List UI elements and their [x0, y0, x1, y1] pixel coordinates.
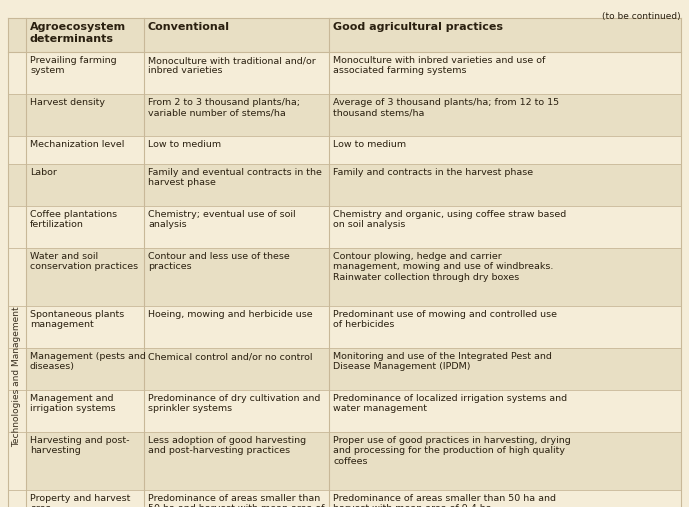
- Bar: [8, 52, 681, 94]
- Text: Predominance of dry cultivation and
sprinkler systems: Predominance of dry cultivation and spri…: [148, 394, 320, 413]
- Text: Less adoption of good harvesting
and post-harvesting practices: Less adoption of good harvesting and pos…: [148, 436, 306, 455]
- Text: Agroecosystem
determinants: Agroecosystem determinants: [30, 22, 126, 44]
- Text: Water and soil
conservation practices: Water and soil conservation practices: [30, 252, 138, 271]
- Text: Conventional: Conventional: [148, 22, 230, 32]
- Text: Coffee plantations
fertilization: Coffee plantations fertilization: [30, 210, 117, 229]
- Text: Technologies and Management: Technologies and Management: [12, 307, 21, 447]
- Bar: [8, 306, 681, 348]
- Text: Monitoring and use of the Integrated Pest and
Disease Management (IPDM): Monitoring and use of the Integrated Pes…: [333, 352, 552, 372]
- Text: Management and
irrigation systems: Management and irrigation systems: [30, 394, 116, 413]
- Text: Family and eventual contracts in the
harvest phase: Family and eventual contracts in the har…: [148, 168, 322, 188]
- Text: Proper use of good practices in harvesting, drying
and processing for the produc: Proper use of good practices in harvesti…: [333, 436, 570, 466]
- Bar: [8, 18, 681, 52]
- Text: Hoeing, mowing and herbicide use: Hoeing, mowing and herbicide use: [148, 310, 313, 319]
- Bar: [8, 432, 681, 490]
- Text: Chemical control and/or no control: Chemical control and/or no control: [148, 352, 313, 361]
- Text: Prevailing farming
system: Prevailing farming system: [30, 56, 116, 76]
- Text: Monoculture with traditional and/or
inbred varieties: Monoculture with traditional and/or inbr…: [148, 56, 316, 76]
- Text: Contour plowing, hedge and carrier
management, mowing and use of windbreaks.
Rai: Contour plowing, hedge and carrier manag…: [333, 252, 553, 282]
- Text: Low to medium: Low to medium: [333, 140, 406, 149]
- Text: Monoculture with inbred varieties and use of
associated farming systems: Monoculture with inbred varieties and us…: [333, 56, 546, 76]
- Text: Average of 3 thousand plants/ha; from 12 to 15
thousand stems/ha: Average of 3 thousand plants/ha; from 12…: [333, 98, 559, 118]
- Text: Low to medium: Low to medium: [148, 140, 221, 149]
- Text: Spontaneous plants
management: Spontaneous plants management: [30, 310, 124, 330]
- Text: Harvest density: Harvest density: [30, 98, 105, 107]
- Bar: [8, 206, 681, 248]
- Text: Mechanization level: Mechanization level: [30, 140, 125, 149]
- Text: Contour and less use of these
practices: Contour and less use of these practices: [148, 252, 290, 271]
- Bar: [8, 390, 681, 432]
- Bar: [8, 164, 681, 206]
- Text: Predominance of areas smaller than 50 ha and
harvest with mean area of 9.4 ha: Predominance of areas smaller than 50 ha…: [333, 494, 556, 507]
- Bar: [8, 206, 26, 507]
- Text: Chemistry; eventual use of soil
analysis: Chemistry; eventual use of soil analysis: [148, 210, 296, 229]
- Bar: [8, 248, 681, 306]
- Bar: [8, 94, 681, 136]
- Bar: [8, 490, 681, 507]
- Text: Property and harvest
area: Property and harvest area: [30, 494, 130, 507]
- Text: Chemistry and organic, using coffee straw based
on soil analysis: Chemistry and organic, using coffee stra…: [333, 210, 566, 229]
- Text: Family and contracts in the harvest phase: Family and contracts in the harvest phas…: [333, 168, 533, 177]
- Text: Labor: Labor: [30, 168, 57, 177]
- Text: Harvesting and post-
harvesting: Harvesting and post- harvesting: [30, 436, 130, 455]
- Bar: [8, 136, 681, 164]
- Text: (to be continued): (to be continued): [602, 12, 681, 21]
- Text: Predominance of localized irrigation systems and
water management: Predominance of localized irrigation sys…: [333, 394, 567, 413]
- Text: Predominance of areas smaller than
50 ha and harvest with mean area of
9.4 ha: Predominance of areas smaller than 50 ha…: [148, 494, 325, 507]
- Text: Management (pests and
diseases): Management (pests and diseases): [30, 352, 146, 372]
- Text: From 2 to 3 thousand plants/ha;
variable number of stems/ha: From 2 to 3 thousand plants/ha; variable…: [148, 98, 300, 118]
- Text: Predominant use of mowing and controlled use
of herbicides: Predominant use of mowing and controlled…: [333, 310, 557, 330]
- Bar: [8, 348, 681, 390]
- Text: Good agricultural practices: Good agricultural practices: [333, 22, 503, 32]
